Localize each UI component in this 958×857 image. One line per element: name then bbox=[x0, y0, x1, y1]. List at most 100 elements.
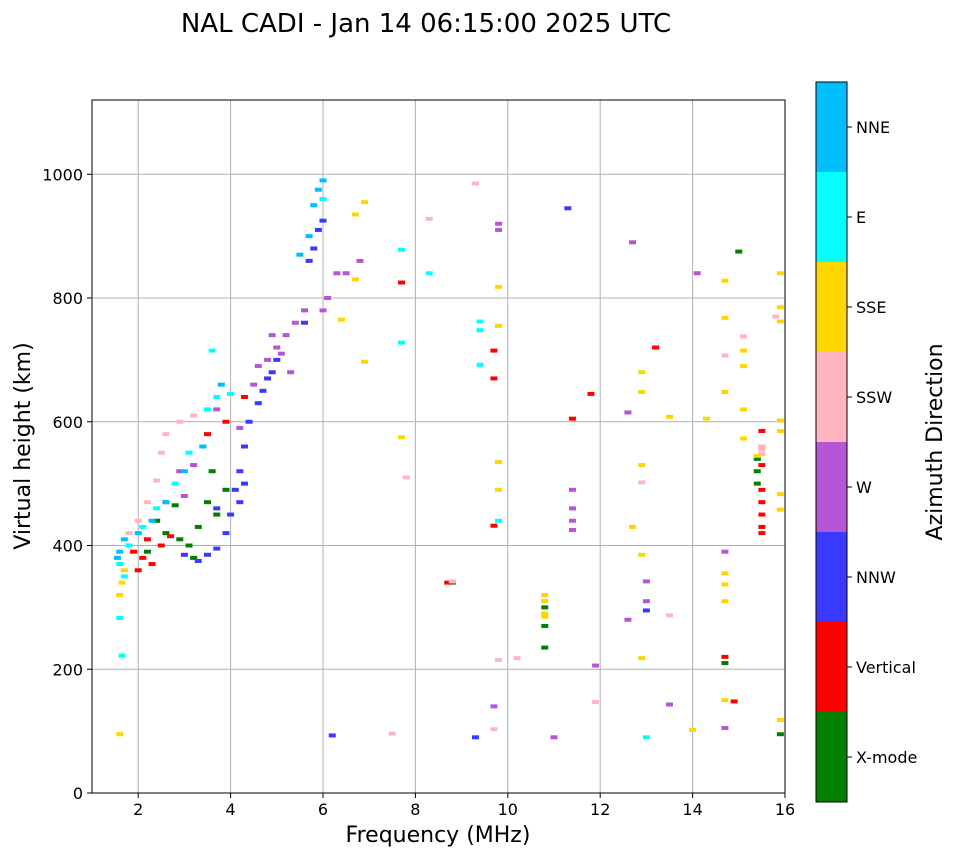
data-point bbox=[776, 717, 784, 722]
data-point bbox=[476, 362, 484, 367]
data-point bbox=[351, 212, 359, 217]
data-point bbox=[721, 353, 729, 358]
data-point bbox=[739, 334, 747, 339]
data-point bbox=[337, 317, 345, 322]
data-point bbox=[638, 552, 646, 557]
data-point bbox=[568, 416, 576, 421]
data-point bbox=[638, 480, 646, 485]
data-point bbox=[568, 528, 576, 533]
data-point bbox=[721, 315, 729, 320]
data-point bbox=[287, 370, 295, 375]
data-point bbox=[176, 469, 184, 474]
data-point bbox=[448, 579, 456, 584]
data-point bbox=[638, 370, 646, 375]
data-point bbox=[490, 727, 498, 732]
data-point bbox=[125, 531, 133, 536]
data-point bbox=[776, 429, 784, 434]
data-point bbox=[245, 419, 253, 424]
colorbar-segment bbox=[816, 622, 847, 712]
data-point bbox=[490, 704, 498, 709]
data-point bbox=[236, 469, 244, 474]
data-point bbox=[282, 333, 290, 338]
data-point bbox=[113, 555, 121, 560]
data-point bbox=[753, 469, 761, 474]
data-point bbox=[180, 469, 188, 474]
data-point bbox=[721, 654, 729, 659]
data-point bbox=[730, 699, 738, 704]
data-point bbox=[190, 413, 198, 418]
data-point bbox=[231, 487, 239, 492]
data-point bbox=[361, 200, 369, 205]
data-point bbox=[236, 425, 244, 430]
data-point bbox=[171, 503, 179, 508]
colorbar-tick-label: E bbox=[856, 208, 866, 227]
data-point bbox=[190, 463, 198, 468]
data-point bbox=[277, 351, 285, 356]
data-point bbox=[356, 258, 364, 263]
data-point bbox=[739, 364, 747, 369]
data-point bbox=[254, 401, 262, 406]
data-point bbox=[541, 645, 549, 650]
data-point bbox=[388, 731, 396, 736]
data-point bbox=[398, 340, 406, 345]
data-point bbox=[776, 319, 784, 324]
data-point bbox=[513, 656, 521, 661]
y-tick-label: 200 bbox=[52, 660, 83, 679]
data-point bbox=[240, 395, 248, 399]
data-point bbox=[629, 240, 637, 245]
data-point bbox=[652, 345, 660, 350]
colorbar-tick-label: NNW bbox=[856, 568, 896, 587]
data-point bbox=[721, 549, 729, 554]
data-point bbox=[167, 534, 175, 539]
data-point bbox=[143, 549, 151, 554]
data-point bbox=[642, 579, 650, 584]
data-point bbox=[739, 348, 747, 353]
data-point bbox=[476, 319, 484, 324]
data-point bbox=[490, 348, 498, 353]
data-point bbox=[116, 593, 124, 597]
data-point bbox=[222, 487, 230, 492]
data-point bbox=[171, 481, 179, 486]
data-point bbox=[116, 732, 124, 737]
data-point bbox=[721, 571, 729, 576]
data-point bbox=[398, 280, 406, 285]
data-point bbox=[758, 531, 766, 536]
data-point bbox=[176, 537, 184, 542]
colorbar-label: Azimuth Direction bbox=[923, 343, 948, 540]
data-point bbox=[550, 735, 558, 740]
data-point bbox=[587, 391, 595, 396]
plot-area: 2 4 6 8 10 12 14 16 0 200 400 600 800 1000 bbox=[42, 99, 795, 819]
data-point bbox=[629, 524, 637, 529]
data-point bbox=[721, 698, 729, 703]
colorbar-tick-label: W bbox=[856, 478, 872, 497]
data-point bbox=[758, 463, 766, 468]
colorbar-segment bbox=[816, 712, 847, 802]
colorbar-tick-label: X-mode bbox=[856, 748, 917, 767]
data-point bbox=[268, 333, 276, 338]
x-tick-label: 16 bbox=[775, 800, 795, 819]
data-point bbox=[666, 613, 673, 618]
data-point bbox=[194, 558, 202, 563]
data-point bbox=[153, 506, 161, 511]
data-point bbox=[139, 555, 147, 560]
data-point bbox=[398, 247, 406, 252]
x-axis-label: Frequency (MHz) bbox=[346, 823, 531, 848]
data-point bbox=[495, 323, 503, 328]
data-point bbox=[398, 435, 406, 440]
data-point bbox=[296, 252, 304, 257]
data-point bbox=[351, 277, 359, 282]
data-point bbox=[240, 444, 248, 449]
grid-lines bbox=[92, 100, 786, 794]
data-point bbox=[776, 418, 784, 423]
y-tick-label: 0 bbox=[73, 784, 83, 803]
data-point bbox=[425, 271, 433, 276]
chart-title: NAL CADI - Jan 14 06:15:00 2025 UTC bbox=[181, 9, 671, 39]
data-point bbox=[213, 512, 221, 517]
data-point bbox=[227, 391, 235, 396]
data-point bbox=[541, 593, 549, 597]
data-point bbox=[642, 735, 650, 740]
data-point bbox=[134, 531, 142, 536]
data-point bbox=[693, 271, 701, 276]
data-point bbox=[319, 218, 327, 223]
y-tick-label: 1000 bbox=[42, 165, 83, 184]
